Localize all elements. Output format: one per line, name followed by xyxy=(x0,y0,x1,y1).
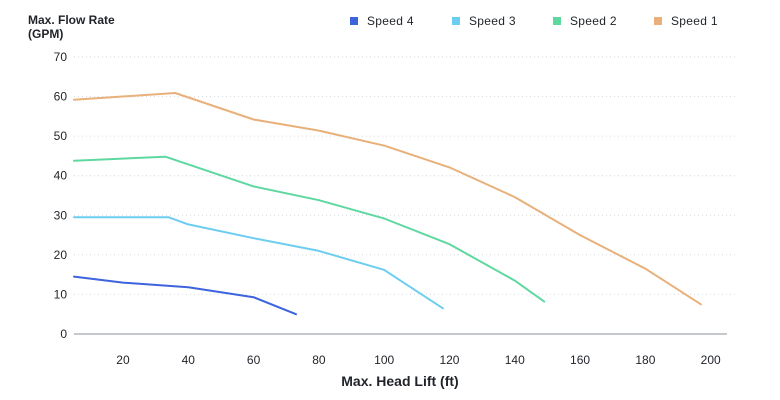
legend: Speed 4 Speed 3 Speed 2 Speed 1 xyxy=(350,14,718,28)
x-tick-label: 100 xyxy=(374,353,394,367)
x-tick-label: 120 xyxy=(439,353,459,367)
y-axis-label-line-1: Max. Flow Rate xyxy=(28,13,115,27)
series-line-speed-2 xyxy=(73,155,546,303)
legend-label: Speed 1 xyxy=(671,14,718,28)
x-tick-label: 40 xyxy=(182,353,196,367)
x-tick-label: 80 xyxy=(312,353,326,367)
legend-label: Speed 3 xyxy=(469,14,516,28)
legend-swatch xyxy=(654,17,662,25)
x-axis-label: Max. Head Lift (ft) xyxy=(341,373,458,389)
x-tick-label: 20 xyxy=(116,353,130,367)
series-line-speed-1 xyxy=(73,92,702,306)
y-tick-label: 70 xyxy=(54,50,68,64)
legend-label: Speed 2 xyxy=(570,14,617,28)
x-tick-label: 60 xyxy=(247,353,261,367)
legend-swatch xyxy=(350,17,358,25)
y-tick-label: 50 xyxy=(54,129,68,143)
legend-label: Speed 4 xyxy=(367,14,414,28)
x-tick-labels: 20 40 60 80 100 120 140 160 180 200 xyxy=(116,353,721,367)
x-tick-label: 160 xyxy=(570,353,590,367)
y-tick-labels: 0 10 20 30 40 50 60 70 xyxy=(54,50,68,341)
series-line-speed-4 xyxy=(73,275,297,316)
gridlines xyxy=(74,56,737,295)
x-tick-label: 140 xyxy=(505,353,525,367)
x-tick-label: 180 xyxy=(635,353,655,367)
y-tick-label: 60 xyxy=(54,90,68,104)
legend-swatch xyxy=(452,17,460,25)
y-axis-label-line-2: (GPM) xyxy=(28,27,63,41)
series-line-speed-3 xyxy=(73,216,444,310)
legend-swatch xyxy=(553,17,561,25)
y-tick-label: 0 xyxy=(60,327,67,341)
y-tick-label: 10 xyxy=(54,287,68,301)
y-tick-label: 30 xyxy=(54,208,68,222)
y-tick-label: 40 xyxy=(54,169,68,183)
y-tick-label: 20 xyxy=(54,248,68,262)
series-lines xyxy=(73,92,702,316)
x-tick-label: 200 xyxy=(701,353,721,367)
